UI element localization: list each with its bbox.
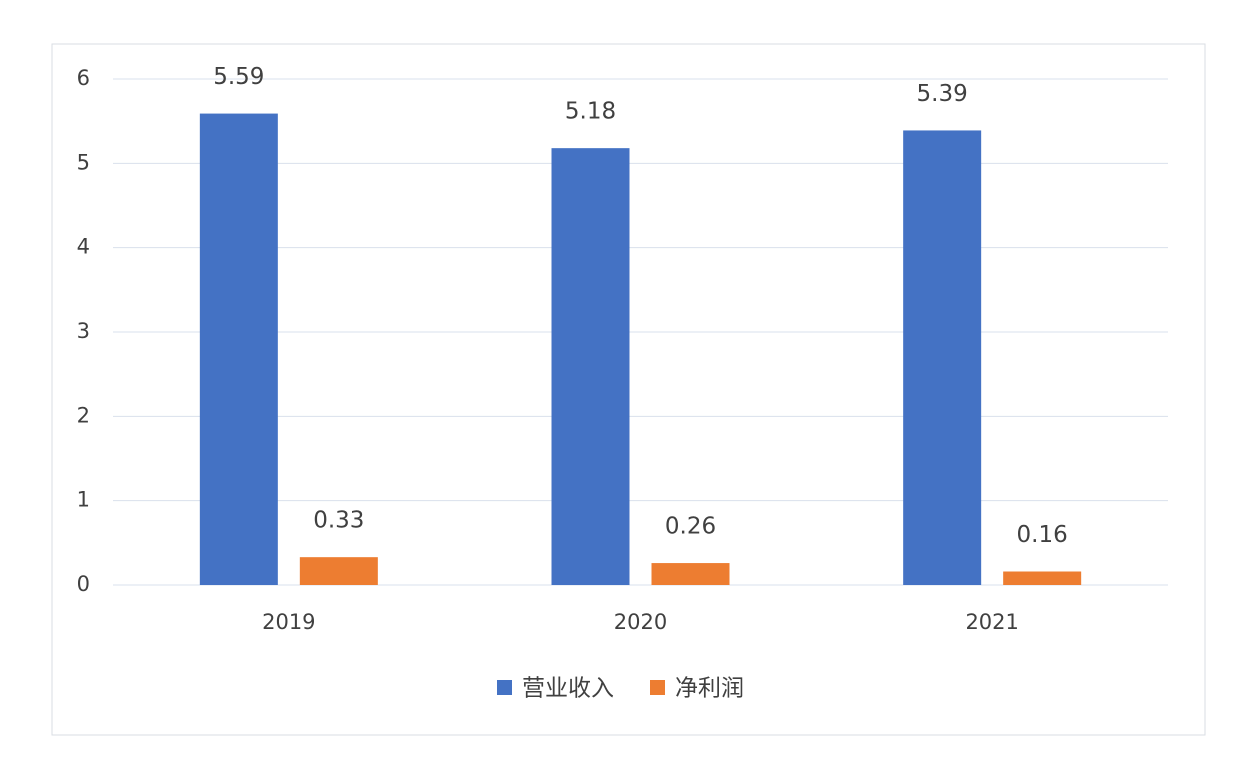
y-tick-label: 2 <box>77 403 90 427</box>
bar <box>903 130 982 585</box>
bar <box>551 148 630 586</box>
legend-label: 净利润 <box>675 676 744 702</box>
data-label: 5.39 <box>917 81 968 107</box>
data-label: 5.59 <box>213 64 264 90</box>
bar <box>199 113 278 586</box>
y-tick-label: 1 <box>77 488 90 512</box>
y-tick-label: 3 <box>77 319 90 343</box>
x-tick-label: 2020 <box>614 610 667 634</box>
bar <box>299 557 378 585</box>
x-tick-label: 2019 <box>262 610 315 634</box>
legend-label: 营业收入 <box>522 676 614 702</box>
y-tick-label: 0 <box>77 572 90 596</box>
bar <box>651 563 730 585</box>
data-label: 5.18 <box>565 99 616 125</box>
legend-swatch <box>497 680 512 695</box>
data-label: 0.26 <box>665 514 716 540</box>
x-tick-label: 2021 <box>965 610 1018 634</box>
y-tick-label: 4 <box>77 235 90 259</box>
legend-swatch <box>650 680 665 695</box>
data-label: 0.16 <box>1017 522 1068 548</box>
data-label: 0.33 <box>313 508 364 534</box>
bar <box>1003 571 1082 585</box>
y-tick-label: 6 <box>77 66 90 90</box>
y-tick-label: 5 <box>77 150 90 174</box>
